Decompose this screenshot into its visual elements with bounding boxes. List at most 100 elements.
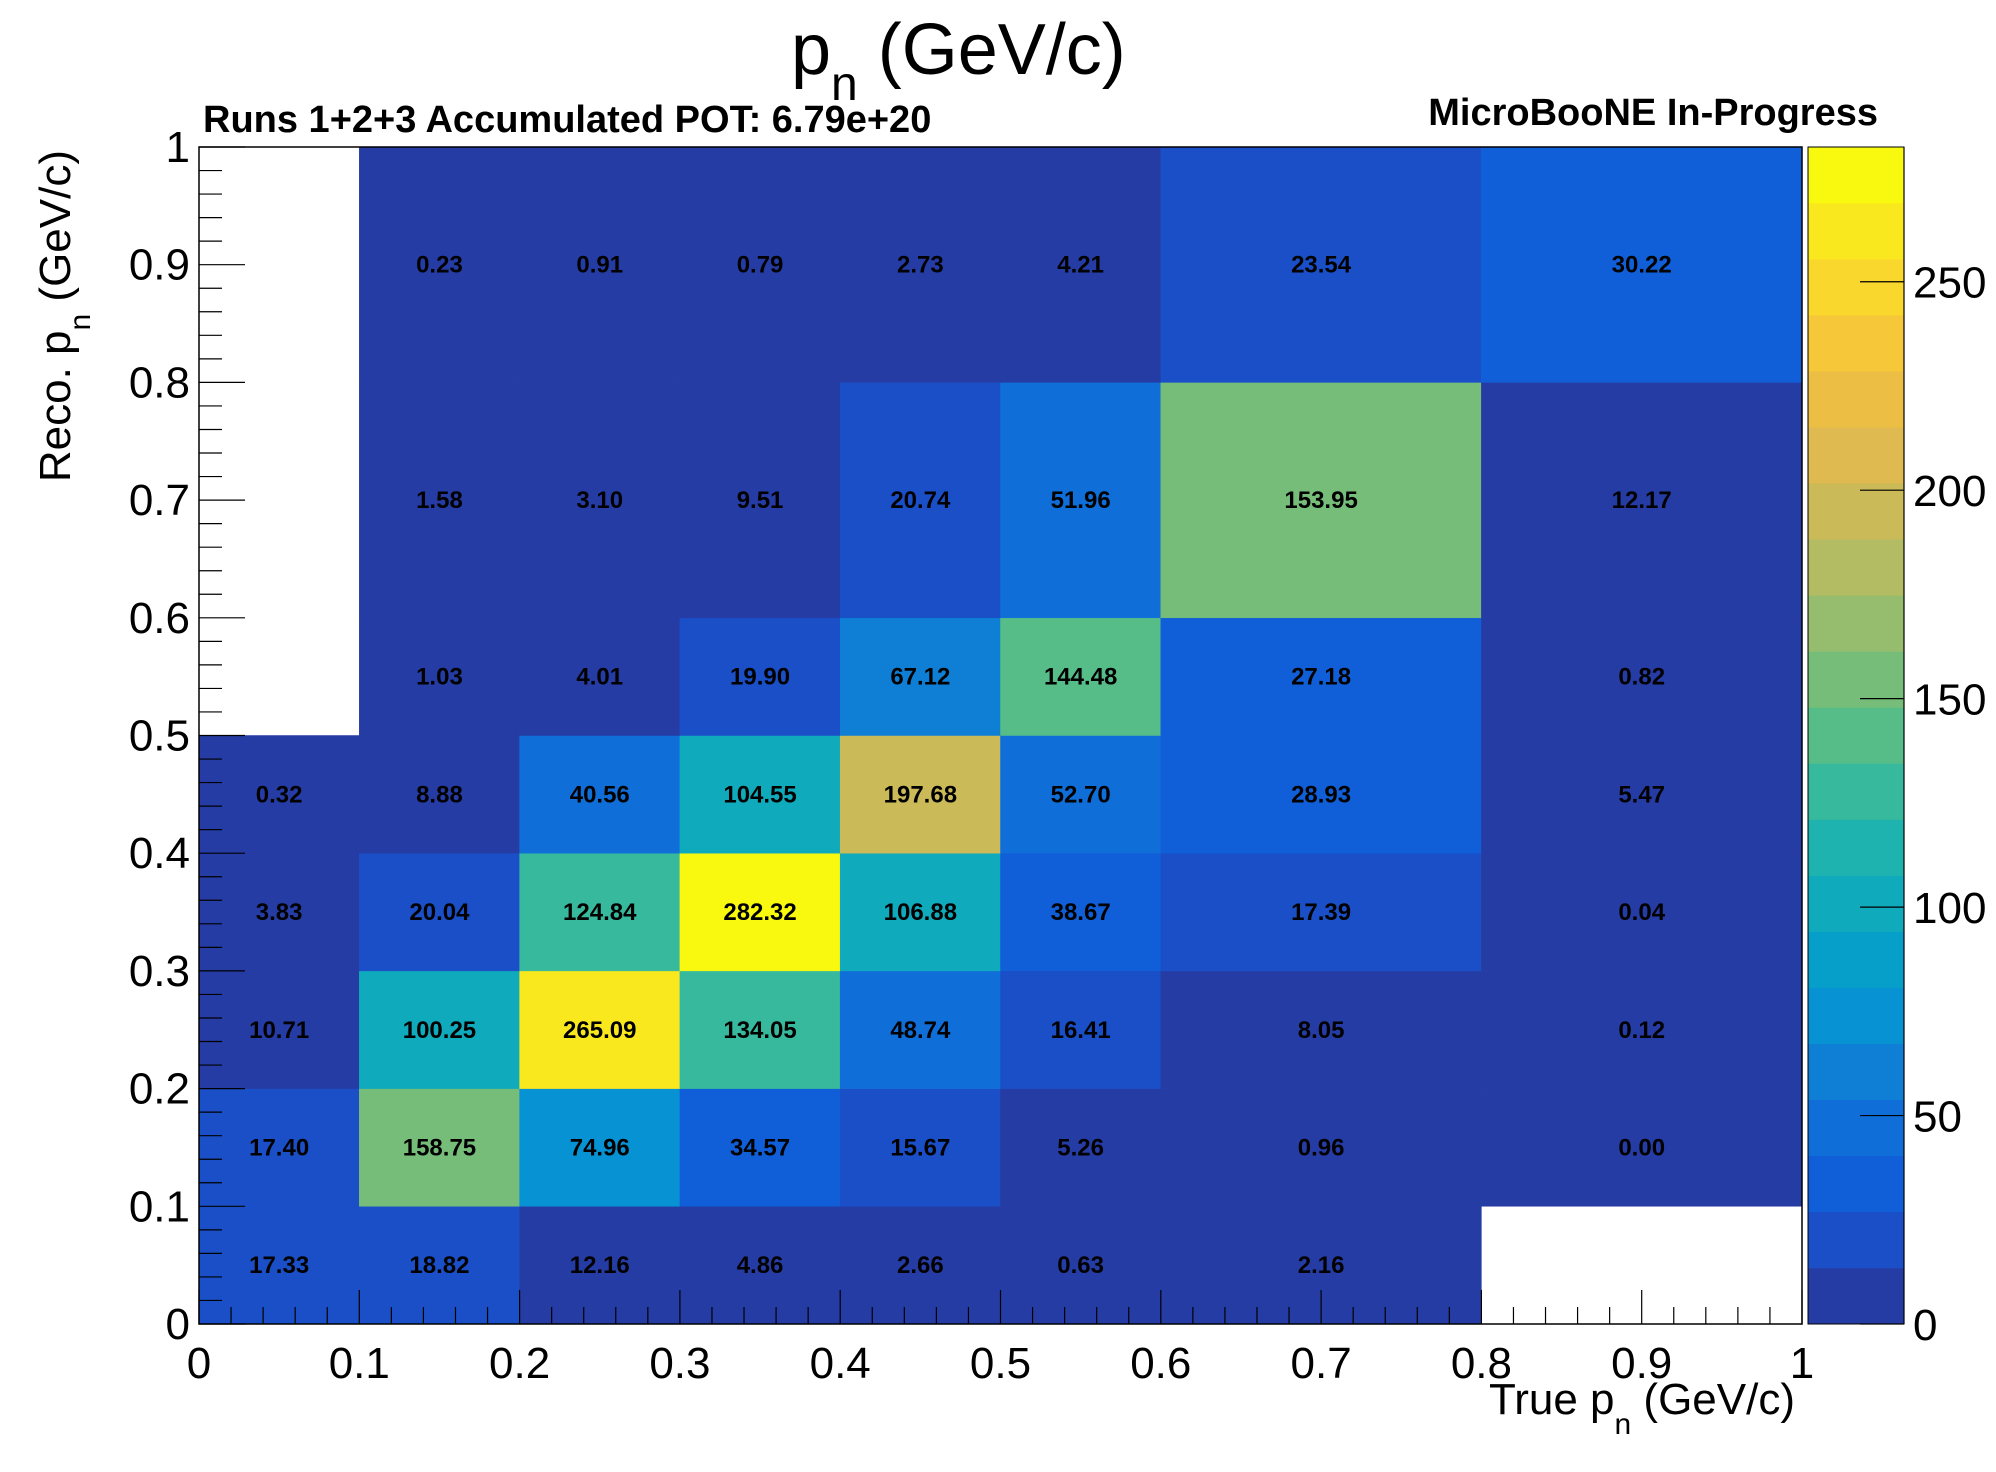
heatmap-cell-value: 17.40 (249, 1134, 309, 1161)
heatmap-cell-value: 197.68 (884, 781, 957, 808)
runs-pot-annotation: Runs 1+2+3 Accumulated POT: 6.79e+20 (203, 99, 931, 141)
heatmap-cell-value: 2.73 (897, 252, 944, 279)
heatmap-cell-value: 144.48 (1044, 664, 1117, 691)
colorbar-tick-label: 100 (1913, 884, 1986, 933)
heatmap-cell-value: 34.57 (730, 1134, 790, 1161)
colorbar-segment (1807, 314, 1905, 372)
experiment-label: MicroBooNE In-Progress (1428, 92, 1878, 134)
heatmap-cell-value: 106.88 (884, 899, 957, 926)
heatmap-cell-value: 0.91 (576, 252, 623, 279)
heatmap-cell (1481, 735, 1803, 854)
heatmap-cell (519, 970, 681, 1089)
heatmap-cell (679, 1206, 841, 1325)
heatmap-cell (198, 852, 360, 972)
colorbar-segment (1807, 426, 1905, 484)
x-tick-label: 0 (187, 1339, 211, 1388)
x-tick-label: 0.1 (329, 1339, 390, 1388)
heatmap-cell-value: 3.10 (576, 487, 623, 514)
heatmap-cell-value: 30.22 (1612, 252, 1672, 279)
heatmap-cell-value: 48.74 (890, 1017, 951, 1044)
heatmap-cell-value: 10.71 (249, 1017, 309, 1044)
y-axis-label-subscript: n (64, 314, 97, 331)
heatmap-cell (1481, 1088, 1803, 1207)
heatmap-cell (519, 735, 681, 854)
y-axis-ticks: 0 0.1 0.2 0.3 0.4 0.5 0.6 0.7 0.8 0.9 1 (129, 123, 245, 1349)
heatmap-cell (1481, 617, 1803, 736)
colorbar-segment (1807, 707, 1905, 764)
colorbar-segment (1807, 146, 1905, 204)
y-tick-label: 0.9 (129, 241, 190, 290)
heatmap-cell (1000, 852, 1162, 972)
y-tick-label: 0.3 (129, 947, 190, 996)
x-axis-label-unit: (GeV/c) (1631, 1375, 1795, 1424)
heatmap-cell (1000, 970, 1162, 1089)
heatmap-cell-value: 4.21 (1057, 252, 1104, 279)
heatmap-cells (198, 146, 1803, 1325)
heatmap-cell-value: 104.55 (723, 781, 796, 808)
colorbar-segment (1807, 1211, 1905, 1269)
heatmap-cell (198, 1206, 360, 1325)
heatmap-cell-value: 19.90 (730, 664, 790, 691)
x-tick-label: 0.9 (1611, 1339, 1672, 1388)
heatmap-cell (679, 1088, 841, 1207)
heatmap-cell-value: 28.93 (1291, 781, 1351, 808)
heatmap-cell-value: 2.66 (897, 1252, 944, 1279)
heatmap-cell (839, 617, 1001, 736)
heatmap-cell-value: 12.16 (570, 1252, 630, 1279)
colorbar-segment (1807, 1267, 1905, 1325)
heatmap-cell (1000, 1088, 1162, 1207)
heatmap-cell (198, 1088, 360, 1207)
heatmap-cell-value: 27.18 (1291, 664, 1351, 691)
heatmap-cell-value: 0.04 (1618, 899, 1665, 926)
y-tick-label: 0.4 (129, 829, 190, 878)
colorbar-segment (1807, 763, 1905, 820)
heatmap-cell-value: 282.32 (723, 899, 796, 926)
x-tick-label: 0.3 (649, 1339, 710, 1388)
heatmap-cell-value: 153.95 (1284, 487, 1357, 514)
chart-title-subscript: n (831, 58, 858, 111)
heatmap-cell-value: 1.03 (416, 664, 463, 691)
heatmap-cell (519, 852, 681, 972)
colorbar-segment (1807, 875, 1905, 932)
heatmap-cell-value: 74.96 (570, 1134, 630, 1161)
y-tick-label: 1 (166, 123, 190, 172)
colorbar (1807, 146, 1905, 1325)
heatmap-cell-value: 134.05 (723, 1017, 796, 1044)
heatmap-cell (1000, 735, 1162, 854)
colorbar-segment (1807, 370, 1905, 428)
heatmap-cell (359, 735, 520, 854)
heatmap-cell-value: 23.54 (1291, 252, 1352, 279)
heatmap-cell-value: 51.96 (1051, 487, 1111, 514)
heatmap-cell (839, 382, 1001, 619)
heatmap-cell (1160, 382, 1482, 619)
heatmap-cell (1481, 382, 1803, 619)
heatmap-cell-value: 17.33 (249, 1252, 309, 1279)
colorbar-segment (1807, 931, 1905, 988)
chart-title: pn (GeV/c) (791, 10, 1126, 111)
y-tick-label: 0.5 (129, 712, 190, 761)
heatmap-cell-value: 18.82 (409, 1252, 469, 1279)
heatmap-cell (1481, 970, 1803, 1089)
heatmap-cell (679, 970, 841, 1089)
colorbar-segment (1807, 202, 1905, 260)
heatmap-cell-value: 9.51 (737, 487, 784, 514)
heatmap-cell (839, 146, 1001, 383)
heatmap-cell-value: 0.96 (1298, 1134, 1345, 1161)
heatmap-cell-value: 0.32 (256, 781, 303, 808)
heatmap-cell-value: 2.16 (1298, 1252, 1345, 1279)
heatmap-cell-value: 100.25 (403, 1017, 476, 1044)
x-axis-label-main: True p (1489, 1375, 1615, 1424)
heatmap-cell-labels: 17.33 18.82 12.16 4.86 2.66 0.63 2.16 17.40 158.… (249, 252, 1672, 1279)
heatmap-cell (1160, 1088, 1482, 1207)
heatmap-cell-value: 5.26 (1057, 1134, 1104, 1161)
heatmap-cell (519, 617, 681, 736)
heatmap-cell-value: 8.05 (1298, 1017, 1345, 1044)
x-tick-label: 0.7 (1291, 1339, 1352, 1388)
heatmap-cell (519, 1088, 681, 1207)
heatmap-cell (359, 617, 520, 736)
heatmap-cell (359, 146, 520, 383)
colorbar-tick-label: 150 (1913, 676, 1986, 725)
y-tick-label: 0.7 (129, 476, 190, 525)
heatmap-cell-value: 0.79 (737, 252, 784, 279)
heatmap-cell-value: 1.58 (416, 487, 463, 514)
